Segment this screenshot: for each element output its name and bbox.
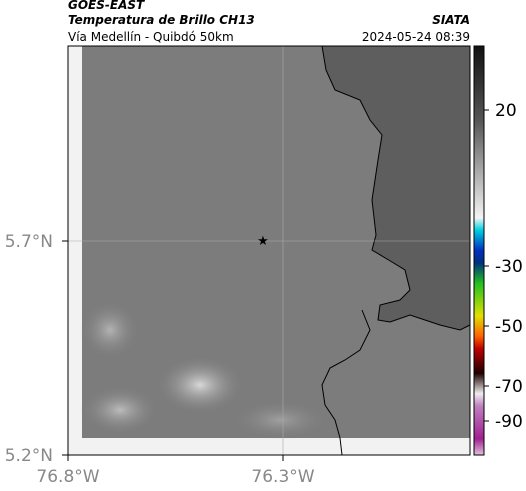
- colorbar-tick-label: -50: [495, 317, 523, 337]
- colorbar-tick-label: -30: [495, 257, 523, 277]
- lon-tick-label: 76.8°W: [36, 467, 99, 487]
- title: Temperatura de Brillo CH13: [68, 13, 255, 27]
- svg-text:★: ★: [257, 234, 269, 249]
- agency: SIATA: [432, 13, 470, 27]
- colorbar-tick-label: -70: [495, 377, 523, 397]
- source: GOES-EAST: [68, 0, 145, 12]
- timestamp: 2024-05-24 08:39: [362, 30, 470, 44]
- lon-tick-label: 76.3°W: [251, 467, 314, 487]
- colorbar-tick-label: 20: [495, 101, 517, 121]
- map: ★: [62, 45, 471, 461]
- subtitle: Vía Medellín - Quibdó 50km: [68, 30, 234, 44]
- lat-tick-label: 5.7°N: [5, 232, 53, 252]
- colorbar: [473, 45, 489, 456]
- lat-tick-label: 5.2°N: [5, 446, 53, 466]
- colorbar-tick-label: -90: [495, 412, 523, 432]
